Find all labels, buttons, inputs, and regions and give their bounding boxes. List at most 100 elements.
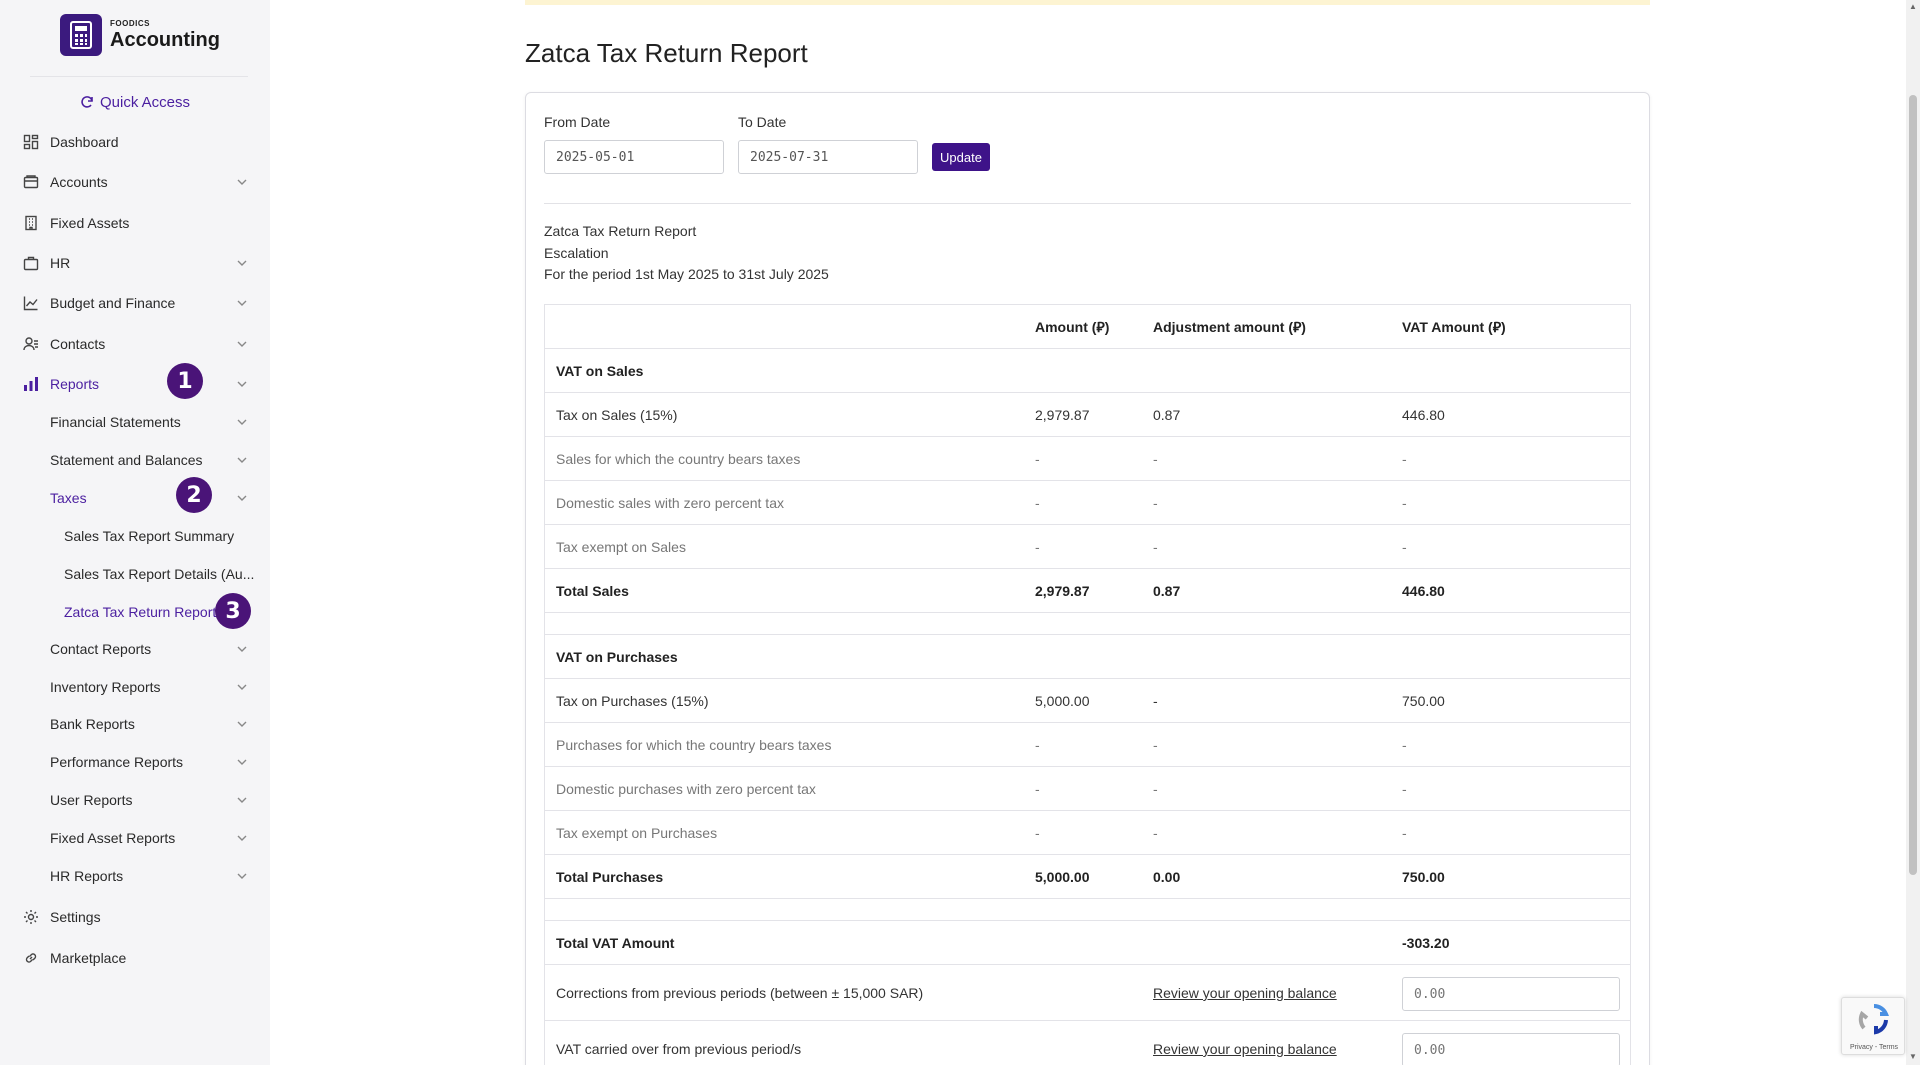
vat-cell: - bbox=[1402, 781, 1407, 797]
sidebar-item-accounts[interactable]: Accounts bbox=[0, 166, 270, 198]
sidebar-item-label: Performance Reports bbox=[50, 754, 184, 770]
sidebar-item-label: User Reports bbox=[50, 792, 133, 808]
row-label: Sales for which the country bears taxes bbox=[556, 451, 801, 467]
sidebar-item-financial-statements[interactable]: Financial Statements bbox=[0, 406, 270, 438]
sidebar-item-reports[interactable]: Reports bbox=[0, 368, 270, 400]
vat-cell: - bbox=[1402, 451, 1407, 467]
sidebar-item-label: Sales Tax Report Details (Au... bbox=[64, 566, 255, 582]
sidebar-item-inventory-reports[interactable]: Inventory Reports bbox=[0, 671, 270, 703]
step-badge-1: 1 bbox=[167, 363, 203, 399]
sidebar-item-sales-tax-details[interactable]: Sales Tax Report Details (Au... bbox=[0, 558, 270, 590]
row-label: Total Sales bbox=[556, 583, 629, 599]
report-title: Zatca Tax Return Report bbox=[544, 223, 697, 239]
brand-name: Accounting bbox=[110, 29, 220, 51]
recaptcha-badge[interactable]: Privacy - Terms bbox=[1841, 997, 1905, 1055]
chart-line-icon bbox=[22, 294, 40, 312]
brand[interactable]: FOODICS Accounting bbox=[60, 14, 220, 56]
sidebar-item-settings[interactable]: Settings bbox=[0, 901, 270, 933]
to-date-input[interactable] bbox=[738, 140, 918, 174]
column-header-amount: Amount (⃁) bbox=[1035, 319, 1110, 335]
row-label: Corrections from previous periods (betwe… bbox=[556, 985, 924, 1001]
sidebar-item-label: Zatca Tax Return Report bbox=[64, 604, 217, 620]
table-row: Tax on Sales (15%) 2,979.87 0.87 446.80 bbox=[545, 393, 1630, 437]
table-row: Purchases for which the country bears ta… bbox=[545, 723, 1630, 767]
sidebar-item-label: Sales Tax Report Summary bbox=[64, 528, 235, 544]
spacer-row bbox=[545, 613, 1630, 635]
adjustment-cell: - bbox=[1153, 825, 1158, 841]
sidebar-item-contacts[interactable]: Contacts bbox=[0, 328, 270, 360]
sidebar-item-label: Contacts bbox=[50, 336, 106, 352]
row-label: VAT carried over from previous period/s bbox=[556, 1041, 802, 1057]
sidebar-item-label: Fixed Assets bbox=[50, 215, 130, 231]
bar-chart-icon bbox=[22, 375, 40, 393]
sidebar-item-label: Statement and Balances bbox=[50, 452, 203, 468]
review-opening-balance-link[interactable]: Review your opening balance bbox=[1153, 985, 1337, 1001]
sidebar-item-dashboard[interactable]: Dashboard bbox=[0, 126, 270, 158]
row-label: Total Purchases bbox=[556, 869, 664, 885]
sidebar-item-hr-reports[interactable]: HR Reports bbox=[0, 860, 270, 892]
report-card: From Date To Date Update Zatca Tax Retur… bbox=[525, 92, 1650, 1065]
sidebar-item-zatca-report[interactable]: Zatca Tax Return Report bbox=[0, 596, 270, 628]
review-opening-balance-link[interactable]: Review your opening balance bbox=[1153, 1041, 1337, 1057]
amount-cell: - bbox=[1035, 737, 1040, 753]
divider bbox=[544, 203, 1631, 204]
table-row: Domestic sales with zero percent tax - -… bbox=[545, 481, 1630, 525]
chevron-down-icon bbox=[237, 684, 247, 690]
update-button[interactable]: Update bbox=[932, 143, 990, 171]
gear-icon bbox=[22, 908, 40, 926]
sidebar-item-marketplace[interactable]: Marketplace bbox=[0, 942, 270, 974]
table-row: Tax exempt on Purchases - - - bbox=[545, 811, 1630, 855]
amount-cell: 2,979.87 bbox=[1035, 407, 1090, 423]
briefcase-icon bbox=[22, 254, 40, 272]
sidebar-item-contact-reports[interactable]: Contact Reports bbox=[0, 633, 270, 665]
sidebar-item-user-reports[interactable]: User Reports bbox=[0, 784, 270, 816]
sidebar-item-label: Fixed Asset Reports bbox=[50, 830, 176, 846]
sidebar-item-sales-tax-summary[interactable]: Sales Tax Report Summary bbox=[0, 520, 270, 552]
scroll-down-icon[interactable]: ▼ bbox=[1909, 1052, 1917, 1061]
sidebar-item-label: Budget and Finance bbox=[50, 295, 176, 311]
row-label: Purchases for which the country bears ta… bbox=[556, 737, 832, 753]
chevron-down-icon bbox=[237, 759, 247, 765]
adjustment-cell: - bbox=[1153, 781, 1158, 797]
chevron-down-icon bbox=[237, 260, 247, 266]
brand-company: FOODICS bbox=[110, 19, 150, 28]
sidebar-item-label: Taxes bbox=[50, 490, 87, 506]
row-label: Domestic purchases with zero percent tax bbox=[556, 781, 816, 797]
section-title: VAT on Purchases bbox=[556, 649, 678, 665]
recaptcha-icon bbox=[1858, 1004, 1890, 1035]
scrollbar[interactable]: ▲ ▼ bbox=[1906, 0, 1920, 1065]
sidebar-item-taxes[interactable]: Taxes bbox=[0, 482, 270, 514]
sidebar-item-budget-finance[interactable]: Budget and Finance bbox=[0, 287, 270, 319]
corrections-input[interactable] bbox=[1402, 977, 1620, 1011]
adjustment-cell: 0.00 bbox=[1153, 869, 1181, 885]
row-label: Domestic sales with zero percent tax bbox=[556, 495, 784, 511]
table-header: Amount (⃁) Adjustment amount (⃁) VAT Amo… bbox=[545, 305, 1630, 349]
chevron-down-icon bbox=[237, 835, 247, 841]
sidebar-item-performance-reports[interactable]: Performance Reports bbox=[0, 746, 270, 778]
vat-cell: 750.00 bbox=[1402, 693, 1445, 709]
refresh-icon bbox=[80, 95, 94, 113]
sidebar-item-fixed-asset-reports[interactable]: Fixed Asset Reports bbox=[0, 822, 270, 854]
sidebar-item-fixed-assets[interactable]: Fixed Assets bbox=[0, 207, 270, 239]
recaptcha-text: Privacy - Terms bbox=[1849, 1044, 1899, 1051]
quick-access-link[interactable]: Quick Access bbox=[0, 94, 270, 113]
chevron-down-icon bbox=[237, 721, 247, 727]
total-row: Total Sales 2,979.87 0.87 446.80 bbox=[545, 569, 1630, 613]
row-label: Tax exempt on Sales bbox=[556, 539, 686, 555]
sidebar-item-statement-balances[interactable]: Statement and Balances bbox=[0, 444, 270, 476]
chevron-down-icon bbox=[237, 646, 247, 652]
amount-cell: 5,000.00 bbox=[1035, 869, 1090, 885]
total-row: Total Purchases 5,000.00 0.00 750.00 bbox=[545, 855, 1630, 899]
table-row: Domestic purchases with zero percent tax… bbox=[545, 767, 1630, 811]
carried-over-input[interactable] bbox=[1402, 1033, 1620, 1065]
sidebar: FOODICS Accounting Quick Access Dashboar… bbox=[0, 0, 270, 1065]
sidebar-item-hr[interactable]: HR bbox=[0, 247, 270, 279]
scroll-thumb[interactable] bbox=[1909, 95, 1917, 875]
scroll-up-icon[interactable]: ▲ bbox=[1909, 2, 1917, 11]
adjustment-cell: 0.87 bbox=[1153, 407, 1181, 423]
sidebar-item-bank-reports[interactable]: Bank Reports bbox=[0, 708, 270, 740]
amount-cell: - bbox=[1035, 825, 1040, 841]
from-date-input[interactable] bbox=[544, 140, 724, 174]
chevron-down-icon bbox=[237, 381, 247, 387]
carried-over-row: VAT carried over from previous period/s … bbox=[545, 1021, 1630, 1065]
